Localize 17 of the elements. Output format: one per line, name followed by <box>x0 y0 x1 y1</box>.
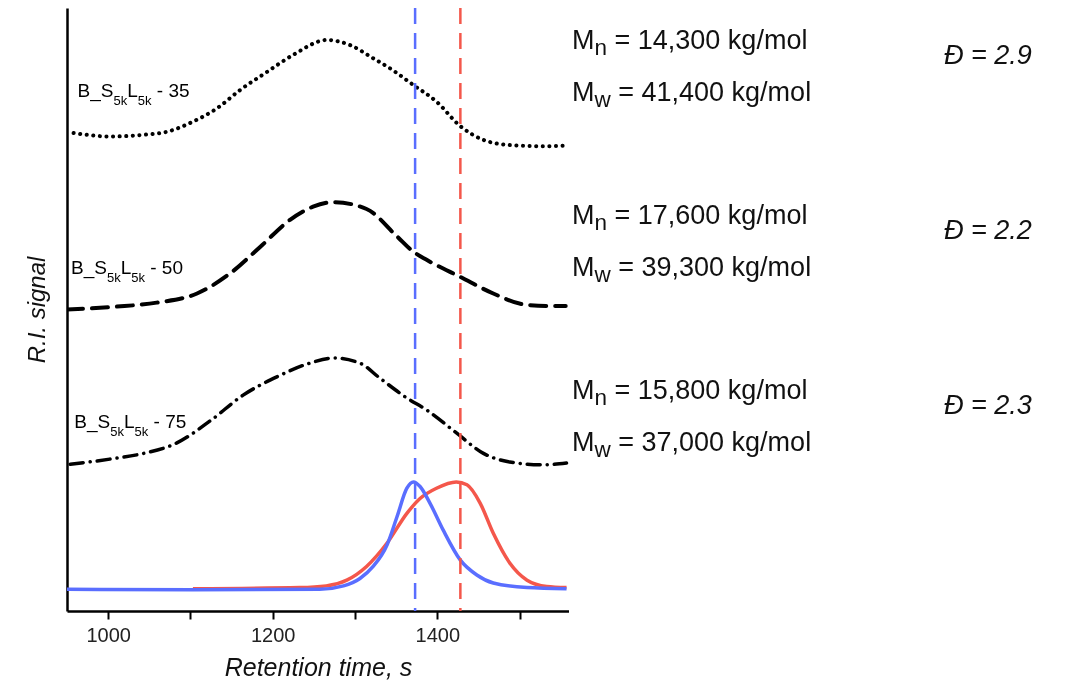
text: Đ = 2.3 <box>944 390 1032 421</box>
text: M$_{w}$ = 37,000 kg/mol <box>572 426 813 465</box>
series-label: B_S$_{5k}$L$_{5k}$ - 35 <box>77 80 190 108</box>
text: Đ = 2.2 <box>944 215 1032 246</box>
x-tick-label: 1200 <box>250 623 296 646</box>
text: M$_{n}$ = 14,300 kg/mol <box>572 25 808 61</box>
text: M$_{w}$ = 39,300 kg/mol <box>572 251 813 290</box>
y-axis-title: R.I. signal <box>22 255 50 364</box>
series-label: B_S$_{5k}$L$_{5k}$ - 50 <box>71 256 183 284</box>
x-tick-label: 1000 <box>86 623 131 646</box>
text: Đ = 2.9 <box>944 40 1032 71</box>
series-label: B_S$_{5k}$L$_{5k}$ - 75 <box>74 411 187 439</box>
text: M$_{n}$ = 17,600 kg/mol <box>572 200 808 236</box>
text: M$_{n}$ = 15,800 kg/mol <box>572 375 808 411</box>
text: M$_{w}$ = 41,400 kg/mol <box>572 76 813 115</box>
x-tick-label: 1400 <box>415 623 461 646</box>
x-axis-title: Retention time, s <box>224 652 413 681</box>
